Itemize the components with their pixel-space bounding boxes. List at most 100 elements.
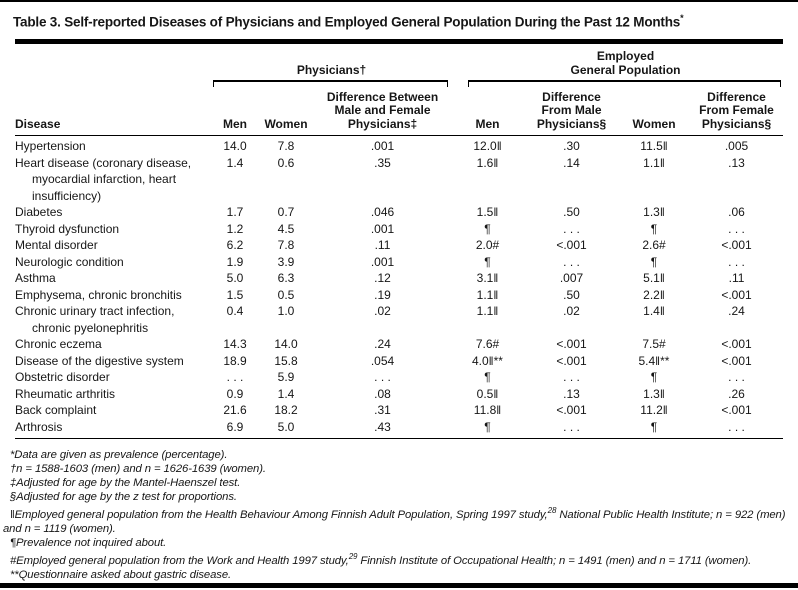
value-cell: <.001	[721, 238, 752, 252]
column-header-emp-women: Women	[618, 86, 690, 136]
data-table: Physicians† Employed General Population …	[15, 38, 784, 439]
value-cell: 3.9	[277, 254, 295, 269]
value-cell: 1.0	[277, 304, 295, 318]
value-cell: .007	[559, 271, 584, 285]
group-physicians-label: Physicians†	[296, 62, 367, 77]
value-cell: ¶	[618, 418, 690, 439]
table-row: Chronic urinary tract infection, chronic…	[15, 303, 783, 336]
value-cell: 5.0	[226, 271, 244, 285]
value-cell: 15.8	[274, 353, 298, 368]
value-cell: 1.5‖	[476, 205, 499, 219]
value-cell: <.001	[721, 353, 752, 368]
value-cell: 11.5‖	[640, 139, 668, 153]
value-cell: <.001	[721, 287, 752, 302]
footnote: ‖Employed general population from the He…	[3, 506, 786, 535]
disease-cell: Diabetes	[15, 205, 63, 219]
value-cell: .30	[563, 139, 580, 153]
table-body: Hypertension 14.0 7.8 .001 12.0‖ .30 11.5‖ .005…	[15, 136, 784, 439]
value-cell: 4.5	[277, 221, 295, 236]
value-cell: .046	[370, 205, 395, 219]
group-employed-label: Employed General Population	[570, 48, 681, 77]
value-cell: <.001	[556, 403, 587, 417]
disease-cell: Obstetric disorder	[15, 370, 110, 384]
value-cell: 1.9	[226, 254, 244, 269]
disease-cell: Back complaint	[15, 403, 97, 417]
disease-cell: Emphysema, chronic bronchitis	[15, 287, 182, 302]
table-row: Diabetes 1.7 0.7 .046 1.5‖ .50 1.3‖ .06	[15, 204, 783, 221]
value-cell: . . .	[728, 254, 745, 269]
column-header-emp-men: Men	[450, 86, 525, 136]
value-cell: . . .	[563, 254, 580, 269]
value-cell: 1.4‖	[643, 304, 665, 318]
value-cell: .35	[374, 155, 391, 170]
column-header-phys-men: Men	[213, 86, 257, 136]
value-cell: 1.1‖	[476, 287, 499, 302]
value-cell: .001	[370, 221, 395, 236]
value-cell: .11	[374, 238, 391, 252]
value-cell: <.001	[556, 337, 587, 351]
value-cell: .08	[374, 386, 391, 401]
value-cell: 5.1‖	[643, 271, 665, 285]
disease-cell: Mental disorder	[15, 238, 98, 252]
table-row: Emphysema, chronic bronchitis 1.5 0.5 .19 1.…	[15, 287, 783, 304]
footnote: *Data are given as prevalence (percentag…	[10, 449, 228, 461]
value-cell: 5.0	[257, 418, 315, 439]
value-cell: 14.0	[274, 337, 298, 351]
top-rule	[0, 0, 798, 2]
table-row: Mental disorder 6.2 7.8 .11 2.0# <.001 2.6# <.0…	[15, 237, 783, 254]
column-header-diff-from-male: Difference From Male Physicians§	[525, 86, 618, 136]
physicians-bracket-line	[213, 79, 448, 87]
value-cell: 2.2‖	[643, 287, 665, 302]
value-cell: ¶	[484, 254, 491, 269]
value-cell: 5.9	[277, 370, 295, 384]
value-cell: .50	[563, 205, 580, 219]
value-cell: 0.6	[277, 155, 295, 170]
value-cell: 6.3	[277, 271, 295, 285]
footnote: †n = 1588-1603 (men) and n = 1626-1639 (…	[10, 463, 266, 475]
value-cell: .11	[728, 271, 745, 285]
value-cell: 7.6#	[475, 337, 500, 351]
value-cell: . . .	[690, 418, 784, 439]
value-cell: .06	[728, 205, 745, 219]
value-cell: 6.2	[226, 238, 244, 252]
value-cell: .001	[370, 139, 395, 153]
footnote: ‡Adjusted for age by the Mantel-Haenszel…	[10, 477, 241, 489]
group-header-spacer	[15, 41, 213, 87]
disease-cell: Chronic urinary tract infection, chronic…	[15, 304, 175, 335]
table-row: Obstetric disorder . . . 5.9 . . . ¶ . . . ¶ . …	[15, 369, 783, 386]
value-cell: ¶	[484, 370, 491, 384]
footnote: **Questionnaire asked about gastric dise…	[10, 568, 232, 581]
value-cell: <.001	[556, 353, 587, 368]
disease-cell: Heart disease (coronary disease, myocard…	[15, 155, 192, 203]
value-cell: <.001	[556, 238, 587, 252]
value-cell: 0.7	[277, 205, 295, 219]
value-cell: 2.6#	[642, 238, 666, 252]
value-cell: .001	[370, 254, 395, 269]
value-cell: 18.9	[223, 353, 247, 368]
reference-superscript: 29	[348, 551, 358, 561]
value-cell: 18.2	[274, 403, 298, 417]
value-cell: .24	[374, 337, 391, 351]
table-row: Heart disease (coronary disease, myocard…	[15, 155, 783, 205]
column-header-row: Disease Men Women Difference Between Mal…	[15, 86, 784, 136]
value-cell: .12	[374, 271, 391, 285]
value-cell: 0.9	[226, 386, 244, 401]
value-cell: .005	[724, 139, 749, 153]
value-cell: 1.7	[226, 205, 244, 219]
disease-cell: Hypertension	[15, 139, 86, 153]
value-cell: 1.1‖	[643, 155, 665, 170]
value-cell: . . .	[525, 418, 618, 439]
table-row: Rheumatic arthritis 0.9 1.4 .08 0.5‖ .13 1.3‖.…	[15, 386, 783, 403]
value-cell: 12.0‖	[473, 139, 502, 153]
value-cell: . . .	[226, 370, 244, 384]
value-cell: 0.5‖	[476, 386, 499, 401]
value-cell: .14	[563, 155, 580, 170]
value-cell: .02	[563, 304, 580, 318]
value-cell: 5.4‖**	[638, 353, 670, 368]
disease-cell: Asthma	[15, 271, 56, 285]
value-cell: . . .	[563, 370, 580, 384]
footnote: §Adjusted for age by the z test for prop…	[10, 491, 237, 503]
value-cell: .26	[728, 386, 745, 401]
column-header-phys-women: Women	[257, 86, 315, 136]
